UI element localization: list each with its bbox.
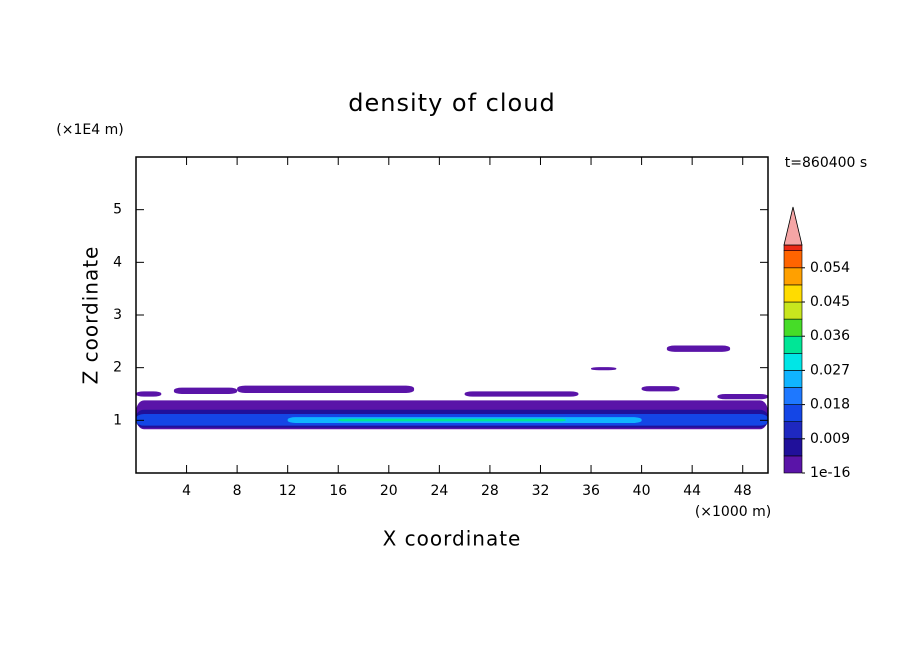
contour-region — [666, 345, 731, 352]
y-tick-label: 1 — [113, 412, 122, 428]
colorbar-bin — [783, 267, 803, 286]
colorbar-bin — [783, 250, 803, 269]
contour-region — [136, 391, 162, 397]
y-tick-label: 2 — [113, 360, 122, 376]
colorbar-bin — [783, 352, 803, 371]
contour-region — [237, 385, 415, 393]
x-tick-label: 16 — [329, 483, 347, 499]
x-unit: (×1000 m) — [695, 504, 771, 520]
x-tick-label: 40 — [633, 483, 651, 499]
colorbar-bin — [783, 438, 803, 457]
colorbar-bin — [783, 421, 803, 440]
y-tick-label: 4 — [113, 254, 122, 270]
colorbar-bin — [783, 335, 803, 354]
x-tick-label: 32 — [532, 483, 550, 499]
colorbar-bin — [783, 404, 803, 423]
contour-region — [338, 418, 566, 422]
contour-region — [717, 394, 768, 400]
colorbar-tick-label: 0.027 — [810, 362, 850, 378]
x-tick-label: 20 — [380, 483, 398, 499]
plot-area — [136, 345, 768, 430]
y-tick-label: 5 — [113, 202, 122, 218]
colorbar-tick-label: 1e-16 — [810, 465, 850, 481]
colorbar-bin — [783, 244, 803, 251]
x-tick-label: 4 — [182, 483, 191, 499]
colorbar-tick-label: 0.045 — [810, 294, 850, 310]
colorbar-extension — [783, 206, 803, 246]
colorbar-bin — [783, 301, 803, 320]
colorbar-bin — [783, 370, 803, 388]
x-tick-label: 36 — [582, 483, 600, 499]
chart-title: density of cloud — [348, 89, 555, 117]
x-tick-label: 44 — [683, 483, 701, 499]
colorbar-bin — [783, 318, 803, 337]
y-axis-label: Z coordinate — [79, 246, 103, 385]
x-tick-label: 28 — [481, 483, 499, 499]
x-tick-label: 8 — [233, 483, 242, 499]
colorbar-bin — [783, 284, 803, 303]
colorbar-tick-label: 0.018 — [810, 397, 850, 413]
x-tick-label: 48 — [734, 483, 752, 499]
y-tick-label: 3 — [113, 307, 122, 323]
colorbar-tick-label: 0.009 — [810, 431, 850, 447]
colorbar-tick-label: 0.054 — [810, 260, 850, 276]
x-axis-label: X coordinate — [383, 527, 522, 551]
x-tick-label: 12 — [279, 483, 297, 499]
y-unit: (×1E4 m) — [56, 122, 123, 138]
contour-region — [591, 367, 617, 371]
contour-region — [173, 387, 238, 394]
colorbar-bin — [783, 387, 803, 405]
contour-region — [464, 391, 579, 397]
contour-region — [641, 386, 680, 392]
colorbar-tick-label: 0.036 — [810, 328, 850, 344]
colorbar-bin — [783, 455, 803, 474]
x-tick-label: 24 — [430, 483, 448, 499]
time-label: t=860400 s — [785, 155, 867, 171]
